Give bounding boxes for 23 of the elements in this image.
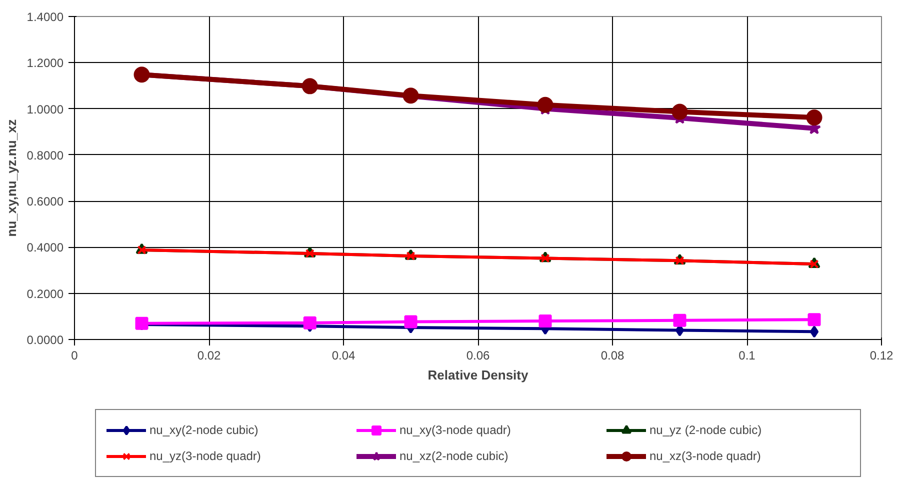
y-tick-label: 0.2000: [26, 286, 64, 301]
y-tick-label: 0.4000: [26, 240, 64, 255]
y-axis-title: nu_xy,nu_yz.nu_xz: [4, 118, 19, 237]
y-tick-label: 0.6000: [26, 194, 64, 209]
x-tick-label: 0.02: [197, 348, 222, 362]
x-tick-label: 0.12: [870, 348, 894, 362]
x-axis-title: Relative Density: [428, 368, 529, 382]
y-tick-label: 1.0000: [26, 102, 64, 116]
legend-label: nu_yz (2-node cubic): [650, 422, 763, 436]
y-tick-label: 0.8000: [26, 148, 64, 162]
legend-label: nu_xz(2-node cubic): [400, 448, 510, 462]
y-tick-label: 1.4000: [26, 10, 64, 24]
x-tick-label: 0.1: [738, 348, 756, 362]
x-tick-label: 0: [71, 348, 78, 362]
legend-label: nu_xz(3-node quadr): [650, 448, 762, 462]
x-tick-label: 0.08: [600, 348, 625, 362]
y-tick-label: 0.0000: [26, 333, 64, 347]
legend-label: nu_xy(2-node cubic): [150, 422, 260, 436]
x-tick-label: 0.04: [332, 348, 356, 362]
legend-label: nu_xy(3-node quadr): [400, 422, 512, 436]
y-tick-label: 1.2000: [26, 56, 64, 70]
legend-label: nu_yz(3-node quadr): [150, 448, 262, 462]
x-tick-label: 0.06: [466, 348, 490, 362]
